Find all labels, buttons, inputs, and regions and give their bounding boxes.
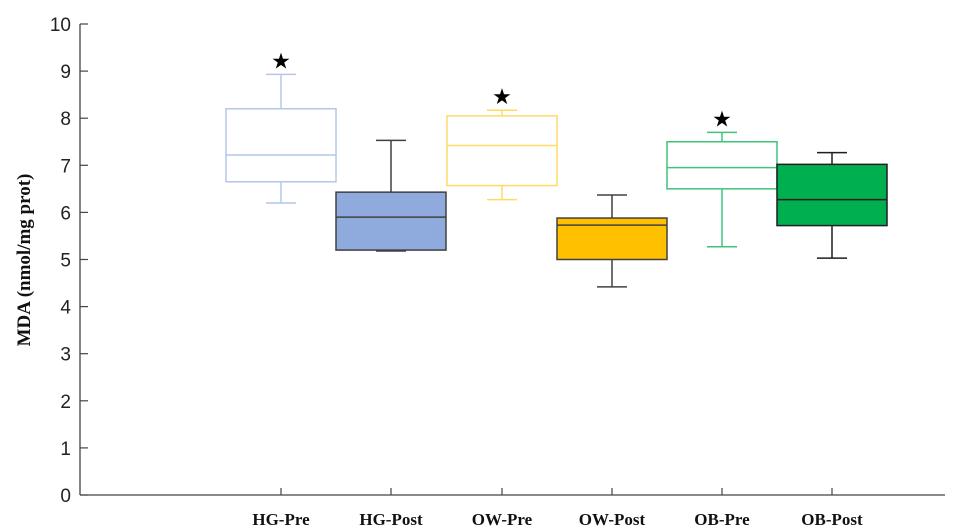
x-tick-label: OW-Post: [579, 510, 646, 529]
significance-star: ★: [712, 107, 732, 132]
y-tick-label: 2: [60, 392, 71, 413]
interquartile-box: [776, 163, 888, 227]
y-tick-label: 3: [60, 345, 71, 366]
y-tick-label: 9: [60, 62, 71, 83]
interquartile-box: [666, 141, 778, 190]
y-tick-label: 5: [60, 251, 71, 272]
box-hg-post: [335, 139, 447, 252]
box-hg-pre: ★: [225, 49, 337, 204]
y-tick-label: 4: [60, 298, 71, 319]
interquartile-box: [446, 115, 558, 187]
significance-star: ★: [271, 49, 291, 74]
y-tick-label: 7: [60, 156, 71, 177]
y-tick-label: 10: [50, 15, 71, 36]
y-tick-label: 0: [60, 486, 71, 507]
x-tick-label: OB-Post: [801, 510, 863, 529]
significance-star: ★: [492, 85, 512, 110]
y-axis-title: MDA (nmol/mg prot): [14, 174, 35, 347]
y-tick-label: 6: [60, 203, 71, 224]
x-tick-label: HG-Pre: [252, 510, 310, 529]
boxes-group: ★ ★ ★: [225, 49, 888, 288]
y-tick-label: 8: [60, 109, 71, 130]
y-tick-label: 1: [60, 439, 71, 460]
interquartile-box: [225, 108, 337, 183]
interquartile-box: [335, 191, 447, 251]
x-tick-label: OW-Pre: [472, 510, 533, 529]
box-ow-post: [556, 194, 668, 288]
interquartile-box: [556, 217, 668, 261]
y-axis-ticks: 0 1 2 3 4 5 6 7 8 9 10: [50, 15, 88, 507]
x-tick-label: OB-Pre: [694, 510, 750, 529]
box-ob-post: [776, 151, 888, 259]
x-tick-label: HG-Post: [359, 510, 423, 529]
box-ow-pre: ★: [446, 85, 558, 201]
box-ob-pre: ★: [666, 107, 778, 248]
x-axis-labels: HG-Pre HG-Post OW-Pre OW-Post OB-Pre OB-Post: [252, 488, 863, 529]
